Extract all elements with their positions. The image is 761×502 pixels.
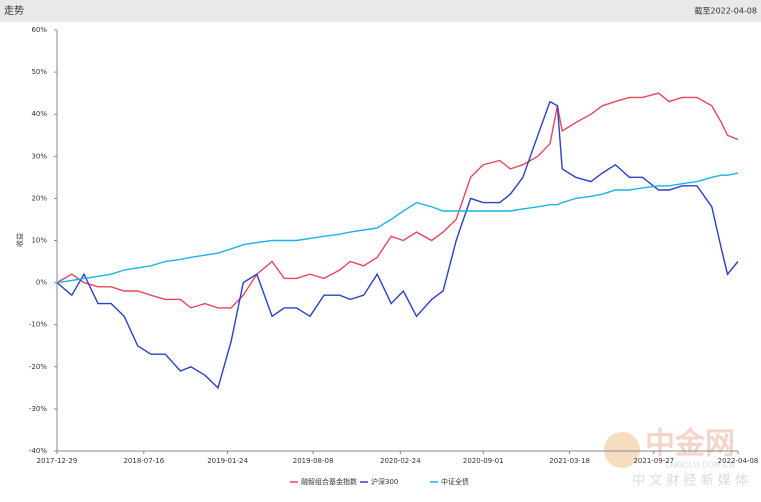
y-tick-label: 60% (31, 26, 47, 34)
watermark-logo: 中金网 (645, 427, 735, 462)
x-tick-label: 2018-07-16 (123, 457, 164, 465)
y-tick-label: -20% (29, 363, 47, 371)
y-tick-label: 30% (31, 152, 47, 160)
y-tick-label: 10% (31, 237, 47, 245)
y-tick-label: 0% (36, 279, 47, 287)
legend-label: 沪深300 (371, 477, 398, 486)
y-tick-label: -40% (29, 447, 47, 455)
y-tick-label: 40% (31, 110, 47, 118)
watermark-tagline: 中 文 财 经 新 媒 体 (632, 473, 748, 489)
legend-label: 中证全债 (441, 477, 469, 486)
y-tick-label: -10% (29, 321, 47, 329)
series-line (56, 100, 739, 390)
watermark-icon (604, 432, 640, 468)
y-tick-label: -30% (29, 405, 47, 413)
x-tick-label: 2020-09-01 (463, 457, 504, 465)
y-axis-label: 收益 (15, 233, 24, 247)
series-line (56, 172, 739, 284)
x-tick-label: 2017-12-29 (37, 457, 78, 465)
x-tick-label: 2021-09-27 (633, 457, 674, 465)
x-tick-label: 2020-02-24 (380, 457, 421, 465)
x-tick-label: 2019-01-24 (207, 457, 248, 465)
header-date: 截至2022-04-08 (695, 6, 758, 16)
x-tick-label: 2022-04-08 (718, 457, 759, 465)
header-bar (0, 0, 761, 22)
x-tick-label: 2019-08-08 (293, 457, 334, 465)
y-tick-label: 50% (31, 68, 47, 76)
y-tick-label: 20% (31, 194, 47, 202)
series-line (56, 92, 739, 309)
watermark: 中金网 中 文 财 经 新 媒 体 CNGOLD.COM.CN (604, 427, 748, 489)
x-tick-label: 2021-03-18 (549, 457, 590, 465)
legend-label: 融智组合基金指数 (301, 477, 357, 486)
header-title: 走势 (4, 4, 24, 17)
watermark-site: CNGOLD.COM.CN (665, 461, 735, 470)
